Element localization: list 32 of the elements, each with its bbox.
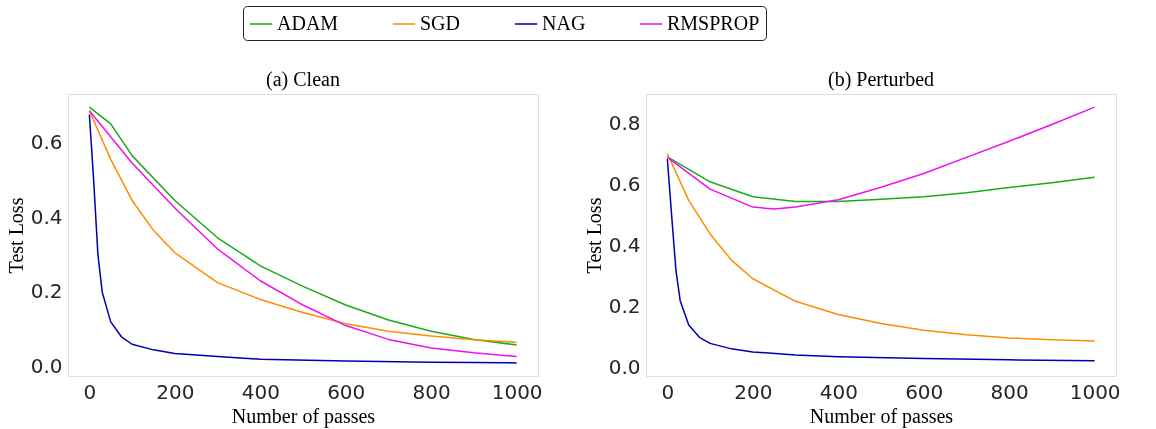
x-tick-label: 200 (156, 379, 195, 404)
y-tick-label: 0.6 (30, 130, 63, 155)
legend-label: SGD (420, 12, 461, 34)
x-tick-label: 800 (990, 379, 1029, 404)
x-tick-label: 800 (412, 379, 451, 404)
y-axis-title: Test Loss (582, 197, 605, 274)
x-tick-label: 1000 (491, 379, 543, 404)
y-tick-label: 0.8 (608, 111, 641, 136)
x-tick-label: 400 (241, 379, 280, 404)
y-tick-label: 0.2 (30, 279, 63, 304)
x-tick-label: 0 (83, 379, 97, 404)
y-tick-label: 0.6 (608, 172, 641, 197)
legend-label: ADAM (277, 12, 339, 34)
y-axis-title: Test Loss (4, 197, 27, 274)
x-axis-title: Number of passes (231, 404, 376, 428)
y-tick-label: 0.2 (608, 294, 641, 319)
x-tick-label: 600 (327, 379, 366, 404)
y-tick-label: 0.0 (30, 354, 63, 379)
chart-title: (a) Clean (266, 68, 340, 91)
y-tick-label: 0.4 (30, 204, 63, 229)
x-tick-label: 400 (819, 379, 858, 404)
legend-label: NAG (542, 12, 586, 34)
line-series (666, 106, 1096, 210)
chart-title: (b) Perturbed (827, 68, 935, 91)
x-tick-label: 0 (661, 379, 675, 404)
x-tick-label: 200 (734, 379, 773, 404)
legend-label: RMSPROP (667, 12, 760, 34)
x-tick-label: 1000 (1069, 379, 1121, 404)
y-tick-label: 0.4 (608, 233, 641, 258)
x-tick-label: 600 (905, 379, 944, 404)
x-axis-title: Number of passes (809, 404, 954, 428)
y-tick-label: 0.0 (608, 355, 641, 380)
